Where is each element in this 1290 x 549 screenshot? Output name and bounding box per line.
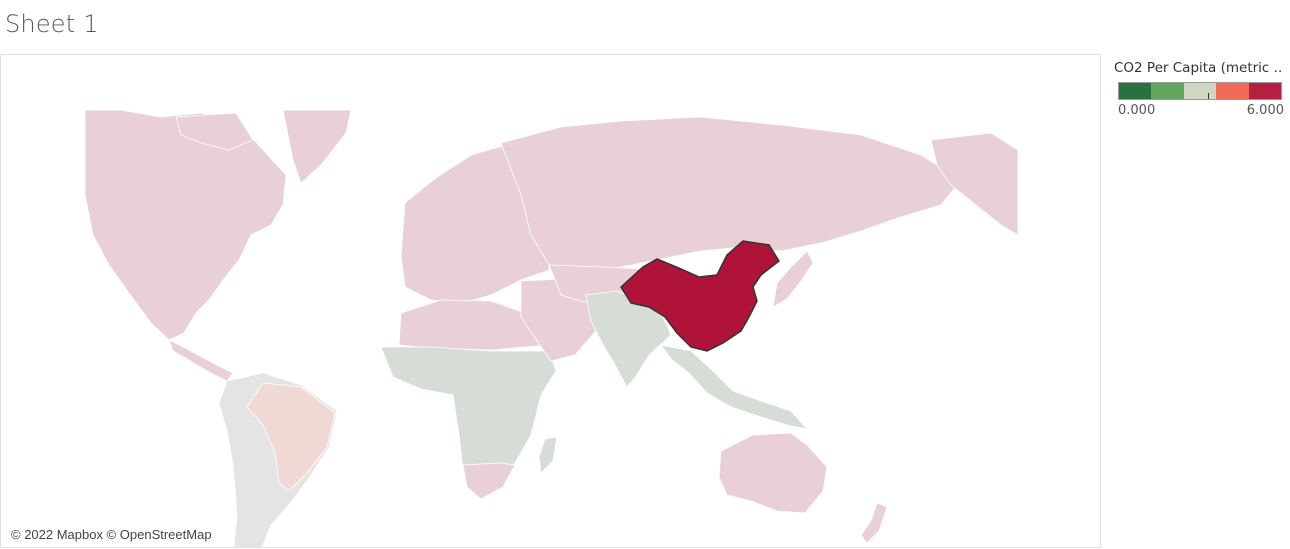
map-country-brazil[interactable]: [246, 382, 336, 492]
world-map[interactable]: [1, 55, 1100, 547]
map-region-greenland[interactable]: [282, 109, 352, 184]
map-country-australia[interactable]: [718, 432, 828, 514]
map-country-japan[interactable]: [772, 250, 814, 308]
legend-swatch-1: [1119, 83, 1152, 99]
legend-min-label: 0.000: [1118, 103, 1156, 118]
color-legend: CO2 Per Capita (metric .. 0.000 6.000: [1114, 60, 1286, 118]
sheet-title: Sheet 1: [5, 10, 99, 38]
legend-marker: [1208, 93, 1210, 99]
map-region-alaska-east[interactable]: [930, 132, 1019, 236]
map-region-southeast-asia[interactable]: [660, 344, 809, 430]
map-view[interactable]: © 2022 Mapbox © OpenStreetMap: [0, 54, 1101, 548]
map-region-canada-islands[interactable]: [175, 112, 254, 151]
legend-swatch-3: [1183, 83, 1217, 99]
map-region-central-america[interactable]: [168, 339, 234, 382]
legend-max-label: 6.000: [1246, 103, 1284, 118]
map-country-south-africa[interactable]: [462, 462, 516, 500]
map-region-russia[interactable]: [500, 116, 962, 274]
legend-color-ramp: [1118, 82, 1282, 100]
map-country-madagascar[interactable]: [538, 436, 558, 474]
map-region-europe[interactable]: [400, 144, 550, 304]
legend-swatch-4: [1216, 83, 1249, 99]
map-region-north-america[interactable]: [84, 109, 287, 341]
map-attribution: © 2022 Mapbox © OpenStreetMap: [7, 525, 216, 544]
map-country-new-zealand[interactable]: [860, 502, 888, 544]
map-country-china[interactable]: [620, 240, 780, 352]
legend-swatch-5: [1248, 83, 1282, 99]
legend-title: CO2 Per Capita (metric ..: [1114, 60, 1283, 76]
legend-swatch-2: [1151, 83, 1184, 99]
